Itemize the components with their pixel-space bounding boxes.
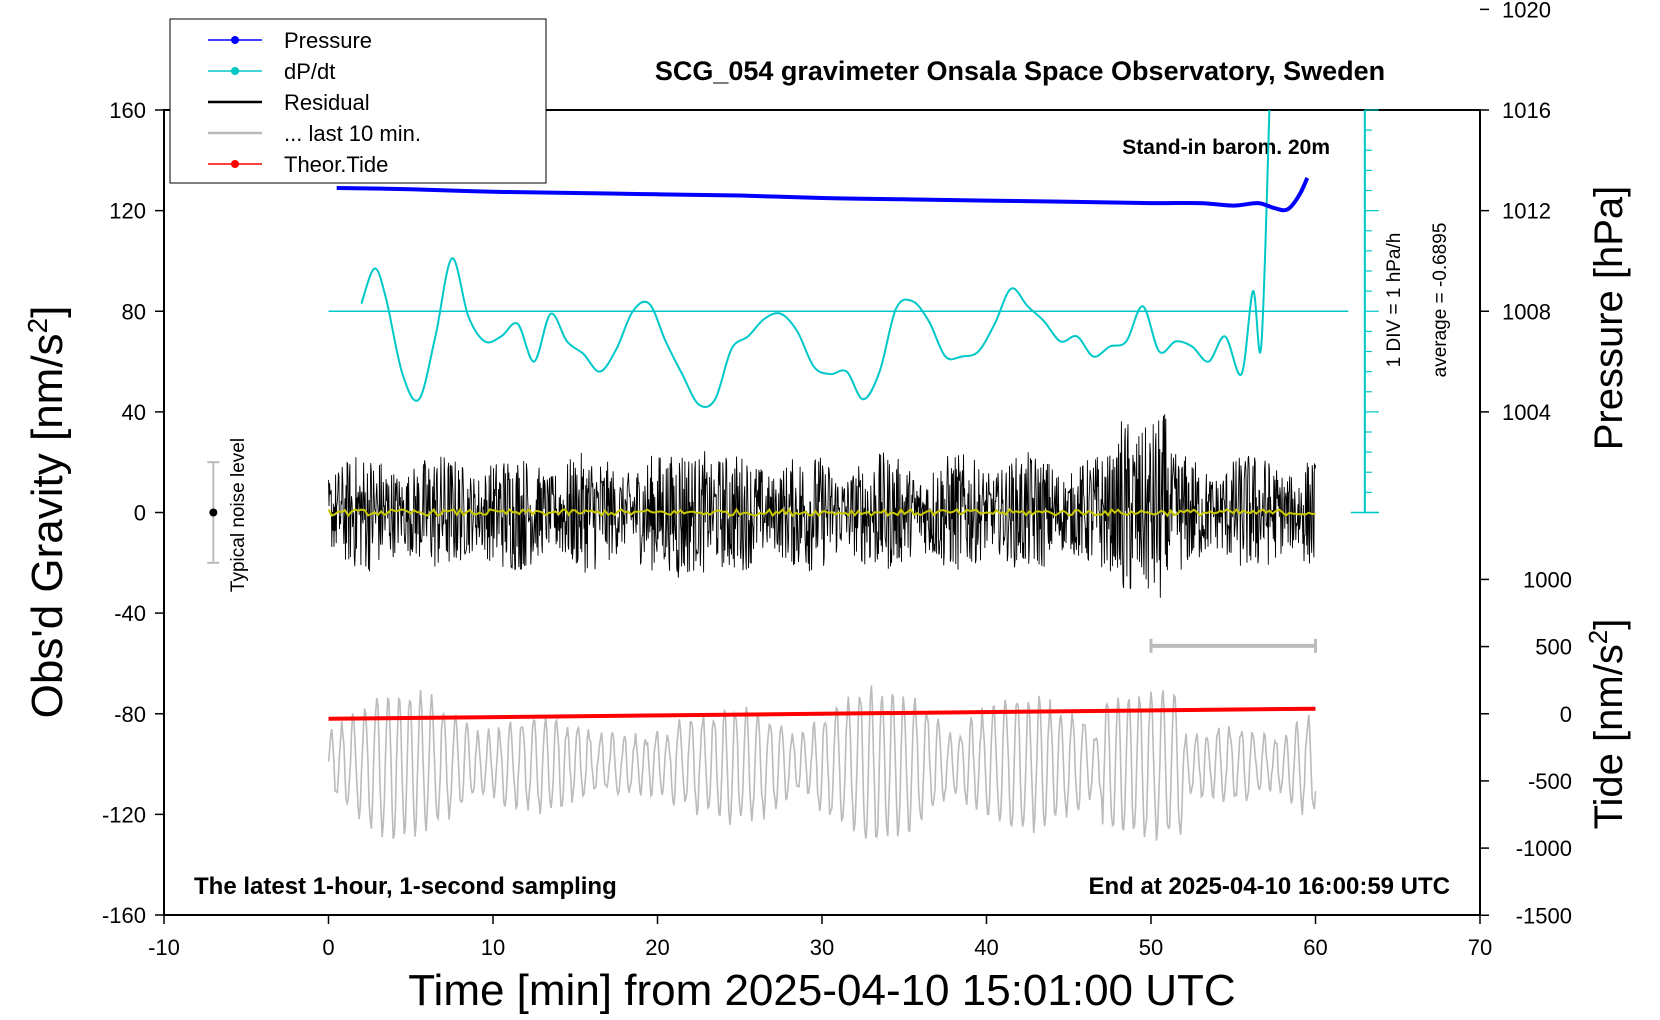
legend-label: dP/dt [284, 59, 335, 84]
x-tick-label: 40 [974, 935, 998, 960]
y-axis-title-tide: Tide [nm/s2] [1583, 619, 1631, 830]
bottom-left-annotation: The latest 1-hour, 1-second sampling [194, 873, 617, 900]
tide-tick-label: -1500 [1516, 903, 1572, 928]
y-tick-label: 40 [122, 400, 146, 425]
legend-marker [231, 36, 239, 44]
y-tick-label: 0 [134, 501, 146, 526]
x-axis-title: Time [min] from 2025-04-10 15:01:00 UTC [408, 966, 1235, 1015]
y-tick-label: 160 [109, 98, 146, 123]
noise-bar-dot [209, 508, 218, 517]
y-axis-title-left: Obs'd Gravity [nm/s2] [22, 306, 73, 719]
x-tick-label: 60 [1303, 935, 1327, 960]
legend-label: Pressure [284, 28, 372, 53]
bottom-right-annotation: End at 2025-04-10 16:00:59 UTC [1089, 873, 1451, 900]
residual-line [328, 414, 1316, 598]
last-10-min-line [327, 685, 1317, 841]
x-tick-label: 50 [1139, 935, 1163, 960]
legend-marker [231, 160, 239, 168]
tide-tick-label: 1000 [1523, 567, 1572, 592]
y-tick-label: 80 [122, 299, 146, 324]
y-tick-label: -40 [114, 601, 146, 626]
y-tick-label: -160 [102, 903, 146, 928]
y-tick-label: -80 [114, 702, 146, 727]
y-axis-title-pressure: Pressure [hPa] [1587, 186, 1631, 451]
pressure-tick-label: 1020 [1502, 0, 1551, 22]
x-tick-label: -10 [148, 935, 180, 960]
tide-tick-label: -500 [1528, 769, 1572, 794]
legend-label: Residual [284, 90, 370, 115]
x-tick-label: 70 [1468, 935, 1492, 960]
noise-annotation: Typical noise level [228, 438, 249, 592]
tide-line [328, 706, 1316, 721]
x-tick-label: 20 [645, 935, 669, 960]
legend-marker [231, 67, 239, 75]
y-tick-label: -120 [102, 802, 146, 827]
legend: Pressure dP/dt Residual ... last 10 min. The… [169, 18, 547, 184]
legend-label: Theor.Tide [284, 152, 388, 177]
div-annotation: 1 DIV = 1 hPa/h [1384, 233, 1405, 368]
pressure-line [336, 177, 1310, 213]
tide-tick-label: 500 [1535, 635, 1572, 660]
pressure-tick-label: 1008 [1502, 299, 1551, 324]
dpdt-line [360, 109, 1271, 408]
residual-mean-line [327, 507, 1316, 518]
y-tick-label: 120 [109, 199, 146, 224]
tide-tick-label: -1000 [1516, 836, 1572, 861]
pressure-tick-label: 1012 [1502, 199, 1551, 224]
x-tick-label: 30 [810, 935, 834, 960]
pressure-tick-label: 1004 [1502, 400, 1551, 425]
x-tick-label: 10 [481, 935, 505, 960]
legend-label: ... last 10 min. [284, 121, 421, 146]
pressure-tick-label: 1016 [1502, 98, 1551, 123]
baro-annotation: Stand-in barom. 20m [1122, 136, 1330, 159]
tide-tick-label: 0 [1560, 702, 1572, 727]
average-annotation: average = -0.6895 [1430, 223, 1451, 378]
x-tick-label: 0 [322, 935, 334, 960]
chart-title: SCG_054 gravimeter Onsala Space Observat… [655, 56, 1385, 86]
